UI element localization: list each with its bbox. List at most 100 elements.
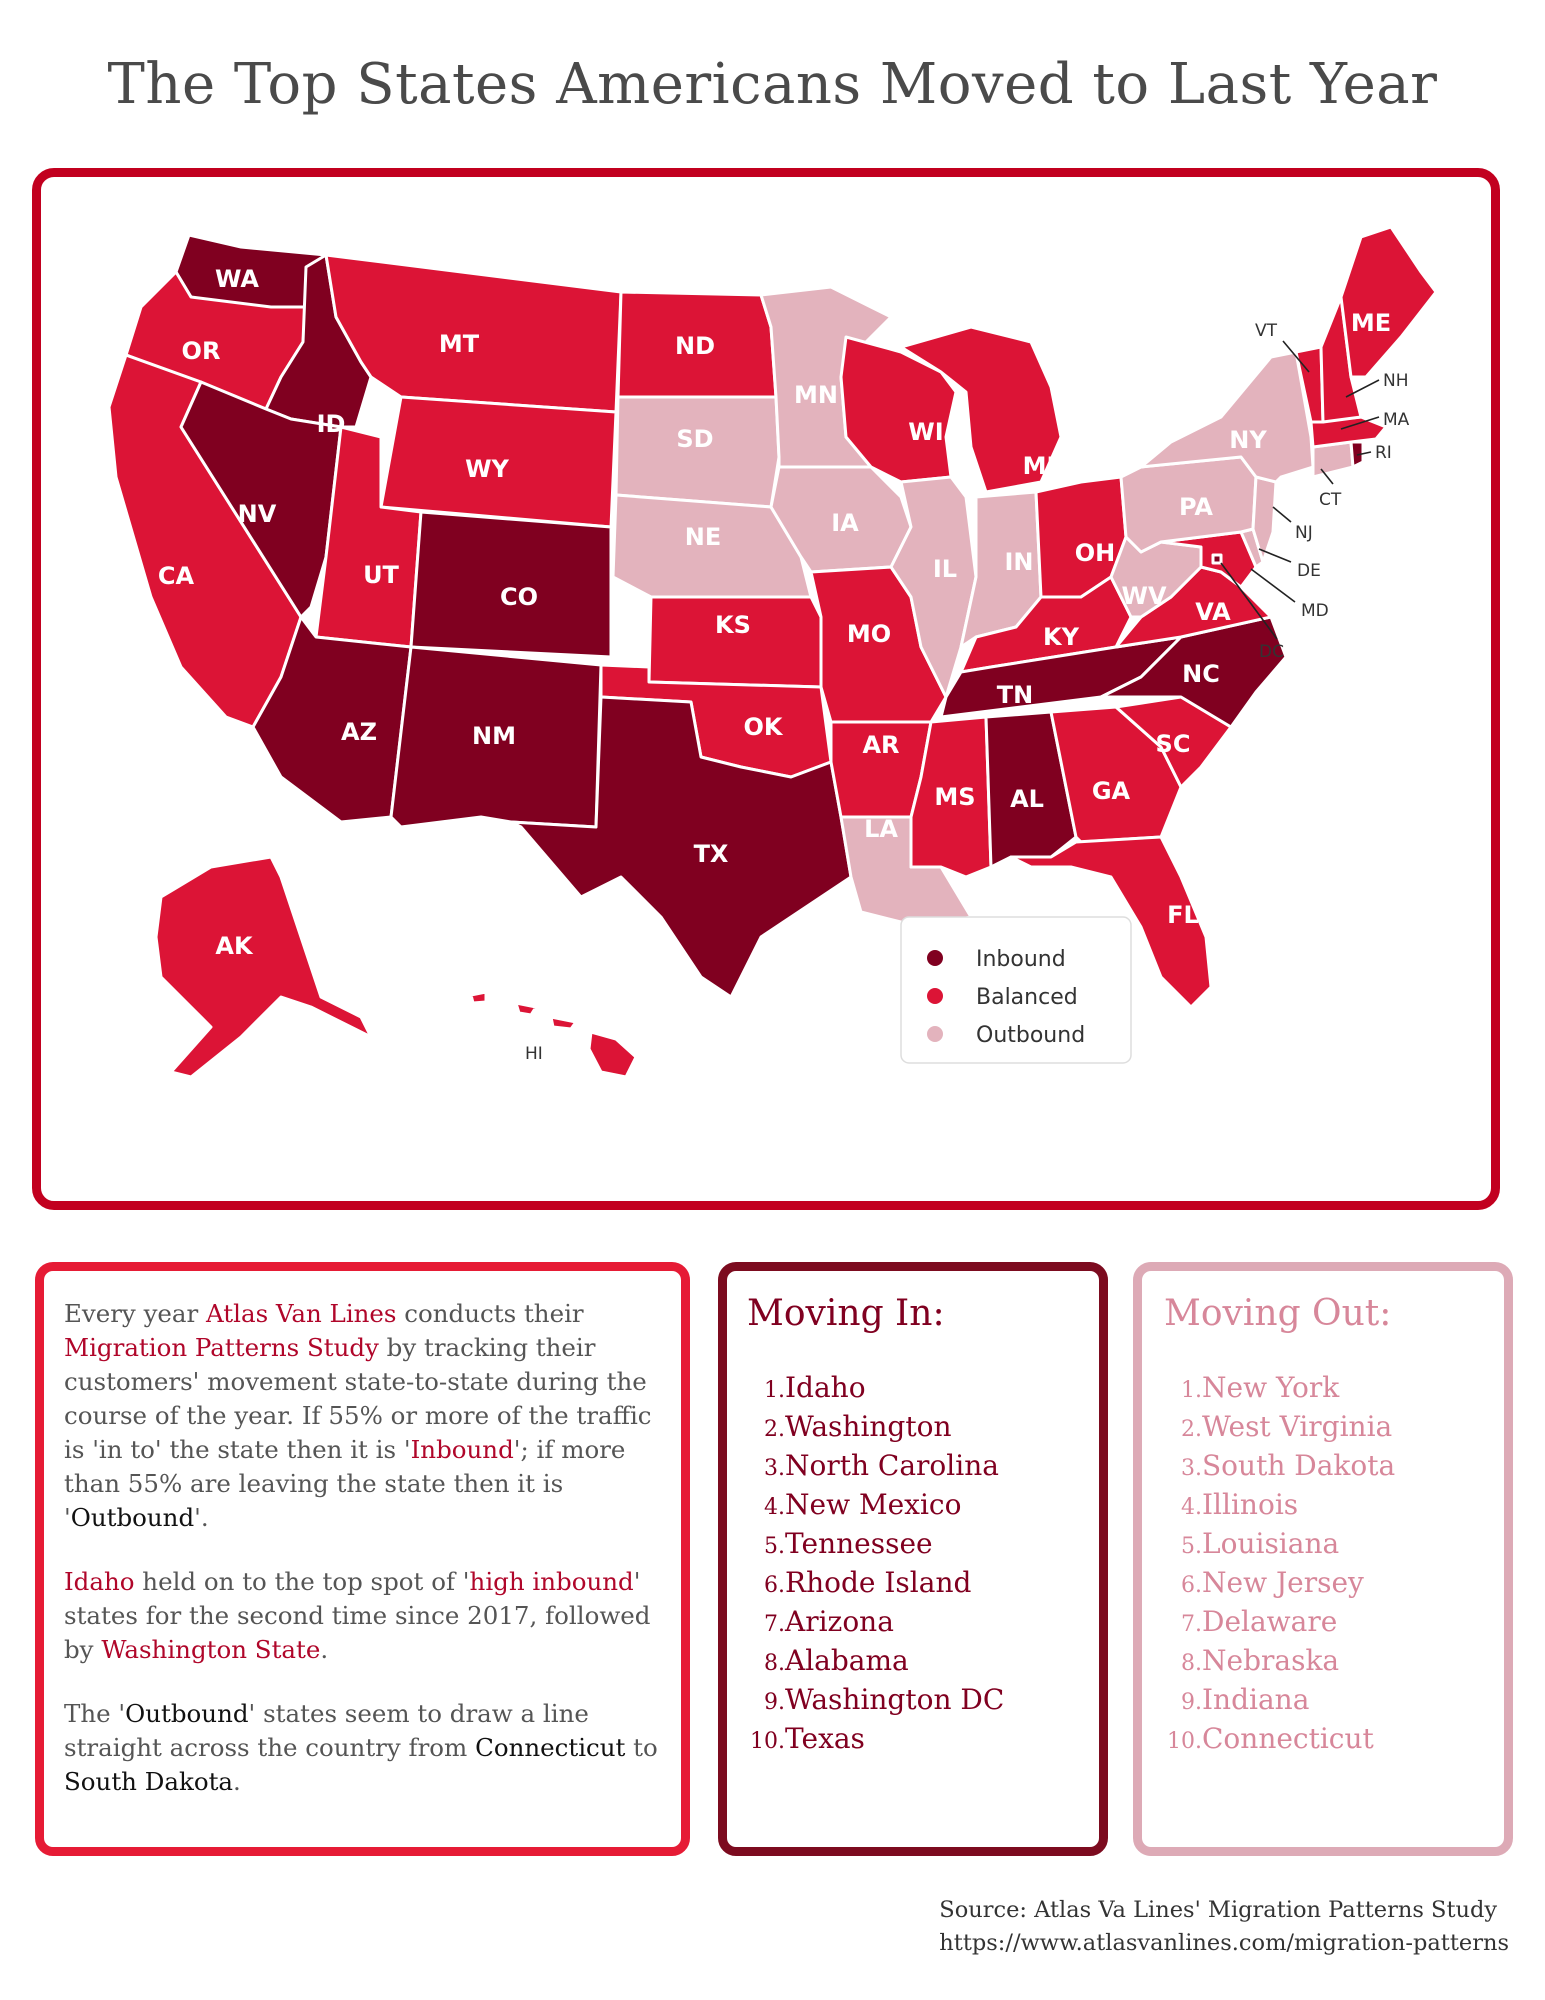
list-item: 8.Nebraska (1181, 1644, 1340, 1677)
label-CT: CT (1319, 490, 1342, 510)
list-item: 4.New Mexico (764, 1488, 962, 1521)
list-item: 9.Indiana (1181, 1683, 1310, 1716)
label-DC: DC (1259, 642, 1284, 662)
label-IA: IA (831, 509, 859, 537)
description-paragraph-2: Idaho held on to the top spot of 'high i… (64, 1567, 651, 1664)
list-item: 6.New Jersey (1181, 1566, 1364, 1599)
description-card: Every year Atlas Van Lines conducts thei… (35, 1262, 690, 1856)
label-FL: FL (1167, 901, 1199, 929)
label-CA: CA (158, 562, 195, 590)
link-migration-study: Migration Patterns Study (64, 1333, 379, 1362)
label-OK: OK (744, 713, 784, 741)
label-IN: IN (1004, 548, 1033, 576)
list-item: 1.New York (1181, 1371, 1340, 1404)
label-MT: MT (439, 330, 480, 358)
list-item: 3.North Carolina (764, 1449, 999, 1482)
label-NY: NY (1229, 426, 1267, 454)
state-FL[interactable] (1009, 835, 1213, 1009)
label-RI: RI (1375, 443, 1392, 463)
state-ME[interactable] (1339, 225, 1438, 379)
label-KS: KS (715, 611, 751, 639)
label-ID: ID (317, 410, 346, 438)
legend-inbound: Inbound (976, 947, 1066, 972)
label-NH: NH (1383, 371, 1409, 391)
legend-outbound: Outbound (976, 1023, 1085, 1048)
label-VT: VT (1255, 321, 1278, 341)
list-item: 7.Delaware (1181, 1605, 1338, 1638)
list-item: 5.Louisiana (1181, 1527, 1340, 1560)
label-PA: PA (1179, 493, 1213, 521)
label-WI: WI (908, 418, 943, 446)
list-item: 1.Idaho (764, 1371, 866, 1404)
list-item: 10.Texas (750, 1722, 865, 1755)
list-item: 4.Illinois (1181, 1488, 1299, 1521)
us-map: WA OR CA ID NV MT WY UT CO AZ NM ND SD N… (107, 225, 1438, 1079)
list-item: 10.Connecticut (1167, 1722, 1374, 1755)
moving-out-list: 1.New York 2.West Virginia 3.South Dakot… (1164, 1370, 1504, 1760)
label-WY: WY (465, 455, 509, 483)
moving-out-heading: Moving Out: (1164, 1293, 1392, 1334)
list-item: 5.Tennessee (764, 1527, 933, 1560)
list-item: 8.Alabama (764, 1644, 909, 1677)
label-NE: NE (685, 523, 721, 551)
state-NH[interactable] (1319, 295, 1363, 424)
label-ND: ND (675, 332, 715, 360)
label-HI: HI (525, 1044, 543, 1064)
list-item: 7.Arizona (764, 1605, 894, 1638)
label-MA: MA (1383, 410, 1410, 430)
state-DC[interactable] (1211, 553, 1223, 565)
label-AR: AR (862, 731, 899, 759)
moving-in-card: Moving In: 1.Idaho 2.Washington 3.North … (718, 1262, 1108, 1856)
label-GA: GA (1092, 777, 1131, 805)
moving-out-card: Moving Out: 1.New York 2.West Virginia 3… (1133, 1262, 1513, 1856)
source-line: Source: Atlas Va Lines' Migration Patter… (939, 1897, 1498, 1923)
state-TX[interactable] (509, 695, 853, 999)
label-AZ: AZ (341, 718, 377, 746)
source-citation: Source: Atlas Va Lines' Migration Patter… (939, 1894, 1509, 1960)
label-NM: NM (472, 722, 516, 750)
legend-swatch-balanced (927, 988, 943, 1004)
label-TN: TN (997, 681, 1033, 709)
state-HI[interactable] (469, 990, 638, 1079)
label-AL: AL (1010, 785, 1044, 813)
label-CO: CO (500, 583, 538, 611)
label-SD: SD (676, 425, 713, 453)
state-CO[interactable] (409, 510, 613, 659)
label-UT: UT (363, 561, 399, 589)
state-AK[interactable] (154, 855, 373, 1079)
legend-swatch-outbound (927, 1026, 943, 1042)
description-paragraph-3: The 'Outbound' states seem to draw a lin… (64, 1699, 658, 1796)
label-SC: SC (1156, 730, 1191, 758)
map-frame: WA OR CA ID NV MT WY UT CO AZ NM ND SD N… (32, 168, 1500, 1210)
list-item: 9.Washington DC (764, 1683, 1005, 1716)
label-AK: AK (215, 932, 254, 960)
moving-in-list: 1.Idaho 2.Washington 3.North Carolina 4.… (747, 1370, 1099, 1760)
description-paragraph-1: Every year Atlas Van Lines conducts thei… (64, 1299, 652, 1532)
state-MI[interactable] (899, 325, 1063, 494)
list-item: 2.Washington (764, 1410, 952, 1443)
list-item: 3.South Dakota (1181, 1449, 1396, 1482)
label-KY: KY (1043, 623, 1080, 651)
label-VA: VA (1195, 598, 1231, 626)
link-atlas-van-lines: Atlas Van Lines (206, 1299, 397, 1328)
label-MN: MN (794, 381, 838, 409)
label-WA: WA (215, 265, 259, 293)
label-OH: OH (1075, 539, 1116, 567)
legend-balanced: Balanced (976, 985, 1078, 1010)
legend-swatch-inbound (927, 950, 943, 966)
label-TX: TX (694, 840, 729, 868)
label-MO: MO (847, 620, 891, 648)
legend: Inbound Balanced Outbound (900, 916, 1132, 1064)
label-MI: MI (1023, 452, 1056, 480)
label-ME: ME (1351, 309, 1391, 337)
page-title: The Top States Americans Moved to Last Y… (107, 52, 1438, 117)
moving-in-heading: Moving In: (747, 1293, 945, 1334)
label-IL: IL (933, 555, 957, 583)
label-LA: LA (864, 815, 898, 843)
label-WV: WV (1121, 582, 1166, 610)
list-item: 2.West Virginia (1181, 1410, 1393, 1443)
state-NC[interactable] (1099, 615, 1288, 729)
label-NJ: NJ (1295, 523, 1313, 543)
source-url[interactable]: https://www.atlasvanlines.com/migration-… (939, 1930, 1509, 1956)
label-MS: MS (934, 783, 975, 811)
